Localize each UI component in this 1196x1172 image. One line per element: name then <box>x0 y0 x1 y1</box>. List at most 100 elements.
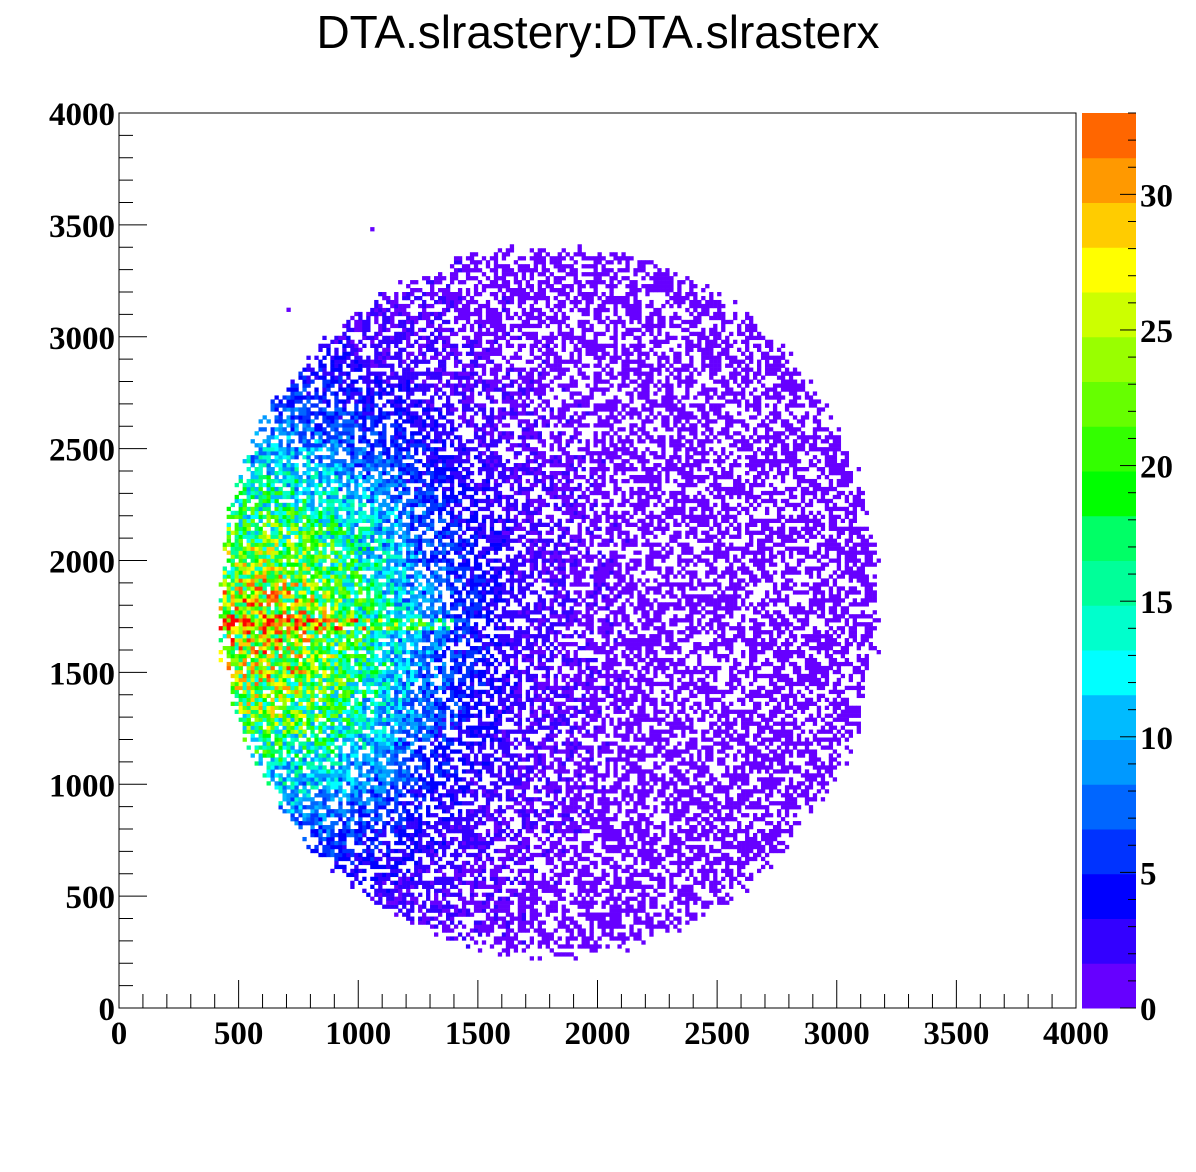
heatmap-cell <box>258 590 263 595</box>
heatmap-cell <box>362 494 367 500</box>
heatmap-cell <box>258 419 263 424</box>
heatmap-cell <box>282 463 287 468</box>
heatmap-cell <box>422 777 427 782</box>
heatmap-cell <box>374 844 379 850</box>
heatmap-cell <box>414 896 419 901</box>
heatmap-cell <box>230 642 235 647</box>
heatmap-cell <box>354 598 359 603</box>
heatmap-cell <box>246 578 251 583</box>
heatmap-cell <box>258 474 263 480</box>
heatmap-cell <box>374 530 379 535</box>
heatmap-cell <box>254 693 259 699</box>
heatmap-cell <box>422 900 427 905</box>
heatmap-cell <box>338 705 343 710</box>
heatmap-cell <box>346 494 351 500</box>
heatmap-cell <box>238 638 243 643</box>
heatmap-cell <box>406 781 411 786</box>
heatmap-cell <box>274 546 279 551</box>
heatmap-cell <box>290 494 295 500</box>
heatmap-cell <box>310 634 315 639</box>
heatmap-cell <box>426 494 431 500</box>
heatmap-cell <box>318 745 323 750</box>
heatmap-cell <box>374 319 379 325</box>
heatmap-cell <box>346 717 351 722</box>
heatmap-cell <box>350 829 355 834</box>
heatmap-cell <box>414 411 419 416</box>
heatmap-cell <box>334 474 339 480</box>
heatmap-cell <box>406 773 411 778</box>
heatmap-cell <box>314 439 319 444</box>
heatmap-cell <box>378 486 383 492</box>
heatmap-cell <box>410 622 415 627</box>
heatmap-cell <box>258 717 263 722</box>
heatmap-cell <box>362 721 367 726</box>
heatmap-cell <box>310 638 315 643</box>
heatmap-cell <box>342 789 347 794</box>
heatmap-cell <box>286 514 291 520</box>
heatmap-cell <box>306 554 311 559</box>
heatmap-cell <box>298 634 303 639</box>
heatmap-cell <box>334 781 339 786</box>
heatmap-cell <box>426 832 431 838</box>
heatmap-cell <box>362 860 367 866</box>
heatmap-cell <box>402 860 407 866</box>
heatmap-cell <box>382 463 387 468</box>
heatmap-cell <box>306 749 311 754</box>
heatmap-cell <box>326 630 331 635</box>
heatmap-cell <box>250 733 255 738</box>
heatmap-cell <box>350 630 355 635</box>
heatmap-cell <box>374 598 379 603</box>
heatmap-cell <box>398 856 403 862</box>
heatmap-cell <box>342 757 347 762</box>
heatmap-cell <box>362 761 367 766</box>
heatmap-cell <box>386 653 391 659</box>
heatmap-cell <box>286 431 291 436</box>
heatmap-cell <box>346 566 351 571</box>
heatmap-cell <box>262 626 267 631</box>
heatmap-cell <box>350 622 355 627</box>
heatmap-cell <box>426 482 431 488</box>
heatmap-cell <box>370 307 375 313</box>
heatmap-cell <box>322 419 327 424</box>
heatmap-cell <box>338 467 343 472</box>
heatmap-cell <box>306 805 311 810</box>
heatmap-cell <box>402 840 407 846</box>
heatmap-cell <box>270 478 275 484</box>
heatmap-cell <box>410 323 415 329</box>
heatmap-cell <box>282 677 287 683</box>
heatmap-cell <box>342 825 347 830</box>
heatmap-cell <box>346 526 351 531</box>
heatmap-cell <box>230 590 235 595</box>
heatmap-cell <box>398 427 403 432</box>
heatmap-cell <box>370 399 375 404</box>
heatmap-cell <box>250 558 255 563</box>
heatmap-cell <box>346 665 351 671</box>
heatmap-cell <box>334 737 339 742</box>
heatmap-cell <box>350 741 355 746</box>
heatmap-cell <box>298 689 303 695</box>
heatmap-cell <box>402 327 407 333</box>
heatmap-cell <box>390 315 395 321</box>
heatmap-cell <box>406 745 411 750</box>
heatmap-cell <box>266 634 271 639</box>
heatmap-cell <box>414 431 419 436</box>
heatmap-cell <box>254 582 259 587</box>
heatmap-cell <box>426 650 431 655</box>
heatmap-cell <box>350 423 355 428</box>
heatmap-cell <box>282 745 287 750</box>
heatmap-cell <box>254 455 259 460</box>
heatmap-cell <box>238 590 243 595</box>
heatmap-cell <box>386 327 391 333</box>
heatmap-cell <box>246 522 251 527</box>
heatmap-cell <box>370 860 375 866</box>
heatmap-cell <box>394 482 399 488</box>
heatmap-cell <box>330 367 335 372</box>
heatmap-cell <box>326 677 331 683</box>
heatmap-cell <box>278 749 283 754</box>
heatmap-cell <box>314 474 319 480</box>
heatmap-cell <box>310 661 315 667</box>
heatmap-cell <box>270 650 275 655</box>
heatmap-cell <box>298 391 303 396</box>
heatmap-cell <box>346 335 351 341</box>
heatmap-cell <box>334 634 339 639</box>
